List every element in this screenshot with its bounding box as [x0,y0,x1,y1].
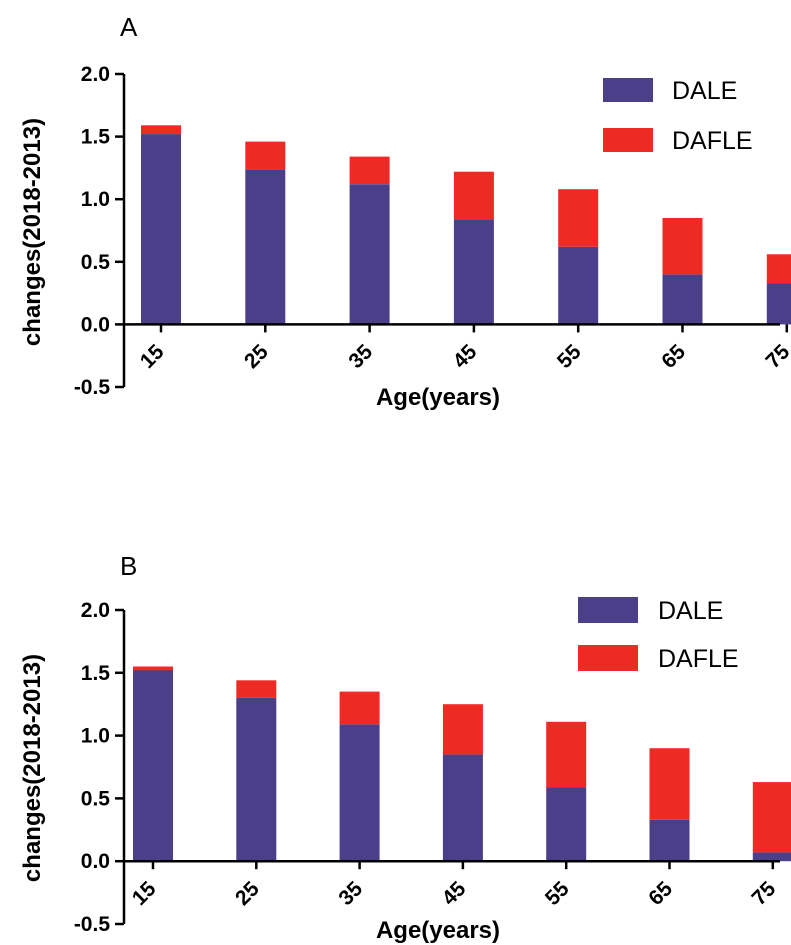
axes-a [122,74,780,387]
bar-dafle-55-b [546,721,587,788]
y-tick-label-4-a: 0.0 [81,313,110,336]
bar-dafle-65-b [649,748,690,820]
bar-dale-25-a [245,169,286,325]
legend-swatch-dafle-a [603,128,653,152]
x-ticks-b: 15 25 35 45 55 65 75 [128,861,781,910]
x-tick-label-75-a: 75 [762,340,791,373]
bar-dafle-35-a [349,156,390,185]
bar-dale-65-b [649,819,690,862]
x-tick-label-25-b: 25 [231,877,264,910]
x-tick-label-45-a: 45 [449,340,482,373]
y-tick-label-4-b: 0.0 [81,850,110,873]
x-tick-label-55-a: 55 [553,340,586,373]
y-ticks-a: 2.0 1.5 1.0 0.5 0.0 -0.5 [74,63,124,399]
bar-dale-25-b [236,697,277,862]
legend-label-dafle-b: DAFLE [658,645,739,673]
bar-dale-75-a [766,283,791,325]
y-tick-label-3-b: 0.5 [81,787,111,810]
bar-dafle-45-a [453,171,494,220]
bar-dale-55-a [558,246,599,325]
legend-label-dafle-a: DAFLE [672,127,753,155]
bar-dale-55-b [546,787,587,862]
y-ticks-b: 2.0 1.5 1.0 0.5 0.0 -0.5 [74,599,124,936]
x-tick-label-55-b: 55 [541,877,574,910]
y-tick-label-0-a: 2.0 [81,63,110,86]
bar-dafle-55-a [558,189,599,247]
legend-a: DALE DAFLE [603,77,753,155]
y-tick-label-2-a: 1.0 [81,188,110,211]
x-tick-label-25-a: 25 [240,340,273,373]
y-tick-label-3-a: 0.5 [81,251,111,274]
bars-a [141,125,791,325]
legend-label-dale-b: DALE [658,597,723,625]
bar-dafle-45-b [442,704,483,755]
chart-b: B 2.0 1.5 1.0 0.5 0.0 -0.5 15 25 35 45 55 65 75 Age… [19,551,791,944]
bar-dafle-15-b [133,666,173,671]
x-axis-title-b: Age(years) [376,917,500,944]
y-tick-label-5-a: -0.5 [74,376,111,399]
x-tick-label-65-a: 65 [657,340,690,373]
legend-swatch-dale-b [578,597,638,623]
bar-dale-75-b [752,852,791,862]
bar-dale-65-a [662,274,703,325]
chart-a: A 2.0 1.5 1.0 0.5 0.0 -0.5 15 25 35 45 55 65 75 Age… [19,12,791,411]
bar-dale-15-b [133,666,173,862]
bar-dafle-75-b [752,782,791,853]
bar-dafle-65-a [662,218,703,275]
y-tick-label-2-b: 1.0 [81,725,110,748]
x-ticks-a: 15 25 35 45 55 65 75 [136,324,791,373]
x-tick-label-15-a: 15 [136,340,169,373]
y-tick-label-0-b: 2.0 [81,599,110,622]
legend-b: DALE DAFLE [578,597,739,673]
y-tick-label-1-b: 1.5 [81,662,111,685]
bar-dale-15-a [141,134,181,325]
x-axis-title-a: Age(years) [376,384,500,411]
bar-dafle-75-a [766,254,791,284]
bar-dafle-35-b [339,691,380,725]
x-tick-label-75-b: 75 [748,877,781,910]
panel-label-a: A [120,12,138,42]
x-tick-label-15-b: 15 [128,877,161,910]
x-tick-label-65-b: 65 [644,877,677,910]
legend-swatch-dale-a [603,78,653,102]
y-axis-title-b: changes(2018-2013) [19,654,46,882]
bar-dale-35-b [339,724,380,862]
bar-dale-45-b [442,754,483,862]
y-axis-title-a: changes(2018-2013) [19,118,46,346]
y-tick-label-5-b: -0.5 [74,913,111,936]
bar-dale-45-a [453,219,494,325]
x-tick-label-35-a: 35 [344,340,377,373]
panel-label-b: B [120,551,137,581]
legend-swatch-dafle-b [578,645,638,671]
bar-dafle-15-a [141,125,181,135]
bar-dafle-25-a [245,141,286,170]
bar-dafle-25-b [236,680,277,698]
x-tick-label-45-b: 45 [438,877,471,910]
bars-b [133,666,791,862]
y-tick-label-1-a: 1.5 [81,126,111,149]
x-tick-label-35-b: 35 [334,877,367,910]
legend-label-dale-a: DALE [672,77,737,105]
bar-dale-35-a [349,184,390,325]
